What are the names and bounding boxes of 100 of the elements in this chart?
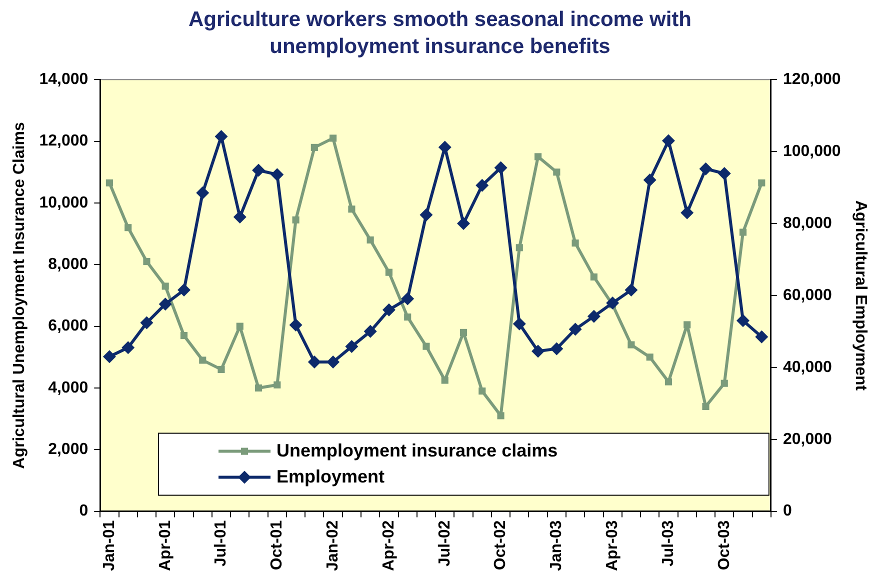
point xyxy=(494,161,508,174)
point xyxy=(476,178,489,192)
point xyxy=(662,134,675,148)
y-tick-label: 10,000 xyxy=(39,194,88,212)
point xyxy=(718,166,731,180)
y2-tick-label: 100,000 xyxy=(782,142,841,160)
point xyxy=(254,384,262,392)
point xyxy=(214,130,228,143)
point xyxy=(590,273,598,280)
point xyxy=(516,244,523,252)
point xyxy=(587,310,600,323)
x-tick-label: Jan-03 xyxy=(548,520,566,572)
x-tick-label: Jul-01 xyxy=(212,520,230,567)
x-tick-label: Jan-01 xyxy=(100,520,118,572)
point xyxy=(643,173,656,186)
point xyxy=(568,322,582,336)
point xyxy=(553,168,560,176)
point xyxy=(158,298,172,311)
point xyxy=(684,321,691,328)
point xyxy=(270,168,284,182)
point xyxy=(460,328,468,336)
y-tick-label: 0 xyxy=(79,502,88,520)
y2-axis-title: Agricultural Employment xyxy=(852,200,869,392)
point xyxy=(233,210,246,224)
y-tick-label: 14,000 xyxy=(39,71,88,88)
point xyxy=(699,162,712,176)
x-tick-label: Jan-02 xyxy=(324,520,342,572)
y2-tick-label: 120,000 xyxy=(782,71,841,88)
point xyxy=(345,340,358,354)
y2-tick-label: 0 xyxy=(782,502,792,520)
point xyxy=(664,378,672,386)
point xyxy=(140,316,154,330)
y2-tick-label: 40,000 xyxy=(782,358,832,376)
point xyxy=(404,314,412,321)
point xyxy=(755,330,768,344)
point xyxy=(628,341,635,348)
y-tick-label: 6,000 xyxy=(48,318,88,335)
point xyxy=(532,344,545,358)
point xyxy=(364,324,377,338)
point xyxy=(122,341,135,354)
point xyxy=(292,216,300,224)
y2-tick-label: 20,000 xyxy=(782,430,832,448)
x-tick-label: Apr-02 xyxy=(380,520,398,571)
point xyxy=(289,318,302,332)
point xyxy=(758,179,766,186)
point xyxy=(512,317,526,330)
point xyxy=(457,217,470,230)
x-tick-label: Oct-01 xyxy=(268,520,286,570)
point xyxy=(720,380,728,387)
y-tick-label: 4,000 xyxy=(48,379,88,396)
point xyxy=(572,239,579,247)
chart-title: Agriculture workers smooth seasonal income with unemployment insurance benefits xyxy=(188,7,692,60)
x-tick-label: Jul-03 xyxy=(660,520,677,567)
point xyxy=(646,354,654,361)
point xyxy=(680,206,694,220)
y-tick-label: 2,000 xyxy=(48,441,88,458)
point xyxy=(310,144,318,151)
legend-label: Employment xyxy=(276,466,385,486)
point xyxy=(143,258,150,266)
point xyxy=(252,164,266,177)
point xyxy=(330,134,337,142)
point xyxy=(420,208,433,222)
x-tick-label: Jul-02 xyxy=(436,520,454,567)
y-tick-label: 12,000 xyxy=(39,132,88,150)
y-tick-label: 8,000 xyxy=(48,256,88,274)
point xyxy=(218,366,225,373)
point xyxy=(106,179,113,186)
point xyxy=(274,381,281,388)
point xyxy=(196,186,210,200)
point xyxy=(308,356,321,369)
x-tick-label: Oct-03 xyxy=(716,520,733,570)
point xyxy=(497,412,504,420)
x-tick-label: Apr-01 xyxy=(156,520,174,571)
point xyxy=(162,282,169,290)
point xyxy=(102,350,116,364)
point xyxy=(366,236,374,244)
point xyxy=(401,292,414,306)
point xyxy=(624,284,638,297)
point xyxy=(702,402,710,410)
point xyxy=(422,342,430,350)
y2-tick-label: 80,000 xyxy=(782,214,832,232)
point xyxy=(478,388,486,395)
legend-label: Unemployment insurance claims xyxy=(276,440,558,460)
point xyxy=(348,206,356,213)
point xyxy=(438,140,452,154)
point xyxy=(385,268,392,276)
x-tick-label: Oct-02 xyxy=(492,520,510,570)
point xyxy=(606,296,620,310)
point xyxy=(180,332,188,340)
point xyxy=(550,342,564,356)
y2-tick-label: 60,000 xyxy=(782,286,832,304)
x-tick-label: Apr-03 xyxy=(604,520,621,571)
point xyxy=(736,314,750,328)
point xyxy=(326,356,340,369)
point xyxy=(199,356,206,364)
point xyxy=(739,228,747,236)
point xyxy=(236,322,244,330)
y-axis-title: Agricultural Unemployment Insurance Claims xyxy=(11,122,28,469)
point xyxy=(124,224,132,232)
point xyxy=(382,303,396,316)
